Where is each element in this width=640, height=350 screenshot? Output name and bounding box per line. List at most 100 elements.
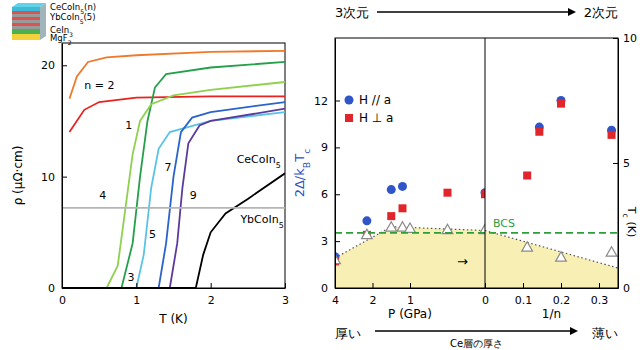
- axis-line: [63, 288, 286, 289]
- header-label: 3次元: [335, 5, 369, 20]
- curve-label-part: 1: [125, 119, 132, 132]
- tc-boundary: [485, 231, 618, 269]
- resistivity-curve: [69, 51, 285, 99]
- tick: 10: [41, 171, 67, 184]
- y-axis-title: 2Δ/kBTc: [292, 149, 312, 198]
- annotation: →: [457, 254, 468, 269]
- curve-label-part: 4: [99, 189, 106, 202]
- inset-layer: [12, 29, 40, 34]
- curve-label-part: YbCoIn: [239, 213, 278, 226]
- data-point: [405, 223, 416, 232]
- resistivity-curve: [62, 102, 285, 288]
- annotation-part: →: [457, 254, 468, 269]
- tick: 5: [613, 157, 630, 170]
- inset-layer: [12, 23, 40, 26]
- axis: 0 5 10: [613, 32, 637, 295]
- right-chart: BCS42100.10.20.30369120510P (GPa)1/n2Δ/k…: [292, 5, 638, 349]
- tick-label: 1: [133, 294, 140, 307]
- inset-label-part: (5): [84, 12, 96, 22]
- x-axis-title: 1/n: [542, 307, 561, 321]
- inset-label-part: 2: [68, 39, 72, 46]
- tick-label: 0.1: [515, 294, 533, 307]
- curve-label: n = 2: [84, 79, 114, 92]
- axis: 0 1 2 3: [59, 283, 289, 307]
- data-point: [398, 182, 407, 191]
- inset-label-part: YbCoIn: [49, 12, 80, 22]
- curve-label-part: 9: [190, 189, 197, 202]
- inset: CeCoIn5(n)YbCoIn5(5)CeIn3MgF2: [12, 2, 96, 46]
- axis: 01020: [41, 44, 67, 296]
- tick: 1: [133, 283, 140, 307]
- tick-mark: [613, 38, 618, 39]
- axis: 0.1 0.2 0.3: [486, 283, 619, 307]
- axis-line: [336, 288, 486, 289]
- tick: 6: [321, 188, 340, 201]
- tick-label: 3: [282, 294, 289, 307]
- curve-label-part: 3: [127, 271, 134, 284]
- inset-layer: [12, 20, 40, 23]
- curve-label-part: 5: [149, 228, 156, 241]
- y-axis-title-part: c: [301, 149, 312, 154]
- curve-label-part: 7: [165, 161, 172, 174]
- tick: 10: [613, 32, 637, 45]
- tick: 2: [208, 283, 215, 307]
- tick-mark: [335, 147, 340, 148]
- tick-label: 0: [321, 282, 328, 295]
- axis-line: [335, 39, 336, 289]
- tick-label: 3: [321, 235, 328, 248]
- reference-line: [335, 232, 618, 234]
- tick-label: 10: [623, 32, 637, 45]
- axis: 0 3 6 9 12: [314, 39, 340, 296]
- tick-mark: [335, 194, 340, 195]
- tick-label: 0: [623, 282, 630, 295]
- tick-mark: [599, 283, 600, 288]
- resistivity-curve: [62, 173, 285, 288]
- data-point: [523, 172, 531, 180]
- inset-layer: [12, 7, 40, 11]
- x-axis-title-part: T (K): [158, 312, 187, 326]
- tc-area: [485, 231, 618, 289]
- tick-label: 0: [482, 294, 489, 307]
- tick-label: 0.2: [553, 294, 571, 307]
- x-axis-title-part: P (GPa): [388, 307, 432, 321]
- curve-label-part: n = 2: [84, 79, 114, 92]
- tick: 9: [321, 141, 340, 154]
- tick-label: 12: [314, 95, 328, 108]
- tick-label: 5: [623, 157, 630, 170]
- inset-label: YbCoIn5(5): [49, 12, 96, 25]
- data-point: [386, 222, 397, 231]
- tick-mark: [613, 163, 618, 164]
- left-chart: 012301020n = 2143579CeCoIn5YbCoIn5T (K)ρ…: [11, 2, 289, 326]
- tick-label: 0: [48, 282, 55, 295]
- tick-mark: [211, 283, 212, 288]
- tick-label: 0.3: [591, 294, 609, 307]
- tick-mark: [561, 283, 562, 288]
- tick-label: 1: [407, 294, 414, 307]
- tick-label: 0: [59, 294, 66, 307]
- x-axis-title-part: 1/n: [542, 307, 561, 321]
- resistivity-curve: [62, 207, 285, 209]
- tick: 0.1: [515, 283, 533, 307]
- footer-label: 薄い: [592, 326, 618, 341]
- inset-layer: [12, 34, 40, 40]
- tick: 1: [407, 283, 414, 307]
- y-axis-title-part: T: [292, 154, 307, 163]
- data-point: [444, 189, 452, 197]
- tick-mark: [410, 283, 411, 288]
- inset-label-part: CeCoIn: [50, 2, 80, 12]
- thickness-footer: 厚い薄いCe層の厚さ: [335, 326, 618, 349]
- y2-axis-title-part: (K): [625, 218, 638, 237]
- tick: 3: [321, 235, 340, 248]
- tick-label: 10: [41, 171, 55, 184]
- inset-layer: [12, 11, 40, 14]
- tick: 12: [314, 95, 340, 108]
- tick-mark: [62, 288, 67, 289]
- tick-mark: [335, 288, 340, 289]
- inset-layer: [12, 17, 40, 20]
- header-label: 2次元: [584, 5, 618, 20]
- tick: 0: [482, 283, 489, 307]
- tick: 0: [48, 282, 67, 295]
- data-point: [557, 100, 565, 108]
- arrow-line: [377, 11, 571, 13]
- tick-mark: [335, 101, 340, 102]
